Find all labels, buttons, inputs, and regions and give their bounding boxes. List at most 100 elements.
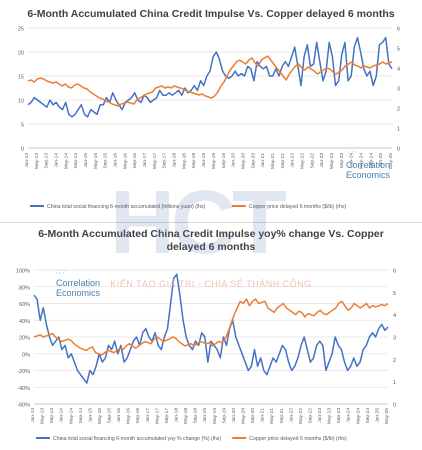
- x-tick-label: Jan-17: [145, 408, 151, 423]
- x-tick-label: Sep-17: [164, 408, 170, 424]
- x-tick-label: Sep-21: [280, 153, 286, 169]
- x-tick-label: Jan-14: [59, 408, 65, 423]
- x-tick-label: Jan-25: [378, 153, 384, 168]
- x-tick-label: May-23: [329, 153, 335, 169]
- x-tick-label: Sep-13: [49, 408, 55, 424]
- x-tick-label: May-15: [97, 408, 103, 424]
- x-tick-label: Sep-14: [73, 153, 79, 169]
- brand-dots-icon: ∴∵: [56, 269, 67, 276]
- y-left-tick-label: 5: [21, 123, 24, 129]
- y-left-tick-label: 20: [18, 51, 24, 57]
- series-line-credit-impulse: [27, 36, 393, 118]
- x-tick-label: Jan-19: [201, 153, 207, 168]
- x-tick-label: Jan-16: [113, 153, 119, 168]
- x-tick-label: Jan-22: [288, 408, 294, 423]
- y-left-tick-label: 100%: [16, 269, 30, 275]
- x-tick-label: Jan-23: [319, 153, 325, 168]
- x-tick-label: May-14: [63, 153, 69, 169]
- y-right-tick-label: 4: [393, 313, 396, 319]
- x-tick-label: May-21: [270, 153, 276, 169]
- y-right-tick-label: 6: [393, 269, 396, 275]
- x-tick-label: May-19: [211, 153, 217, 169]
- x-tick-label: Sep-19: [221, 408, 227, 424]
- x-tick-label: May-13: [34, 153, 40, 169]
- x-tick-label: Jan-22: [290, 153, 296, 168]
- chart-2-plot: -60% -40% -20% 0% 20% 40% 60% 80% 100% 0 1 2 3 4 5 6 Jan…: [16, 269, 396, 443]
- x-tick-label: Jan-23: [317, 408, 323, 423]
- x-tick-label: May-16: [122, 153, 128, 169]
- x-tick-label: May-17: [152, 153, 158, 169]
- x-tick-label: Sep-13: [44, 153, 50, 169]
- x-tick-label: May-24: [355, 408, 361, 424]
- x-tick-label: Jan-19: [202, 408, 208, 423]
- y-left-tick-label: 40%: [19, 319, 30, 325]
- series-line-copper: [27, 55, 393, 107]
- x-tick-label: May-17: [154, 408, 160, 424]
- y-right-tick-label: 0: [397, 147, 400, 153]
- y-right-tick-label: 4: [397, 67, 400, 73]
- brand-logo-2: ∴∵ Correlation Economics: [56, 268, 100, 298]
- y-right-tick-label: 1: [397, 127, 400, 133]
- x-tick-label: Sep-21: [279, 408, 285, 424]
- brand-line2: Economics: [56, 288, 101, 298]
- x-tick-label: May-22: [298, 408, 304, 424]
- x-tick-label: May-16: [126, 408, 132, 424]
- chart-1-plot: 0 5 10 15 20 25 0 1 2 3 4 5 6 Jan-13 May-13 Sep-13 Jan-1…: [18, 27, 400, 211]
- y-left-tick-label: 80%: [19, 285, 30, 291]
- x-tick-label: Jan-25: [374, 408, 380, 423]
- x-tick-label: Sep-23: [336, 408, 342, 424]
- legend-label: Copper price delayed 6 months ($/lb) (rh…: [249, 436, 347, 442]
- brand-dots-icon: ∴∵: [346, 151, 357, 158]
- y-right-tick-label: 2: [393, 358, 396, 364]
- x-tick-label: May-25: [388, 153, 394, 169]
- x-tick-label: May-24: [358, 153, 364, 169]
- x-tick-label: Jan-24: [346, 408, 352, 423]
- y-right-tick-label: 1: [393, 380, 396, 386]
- legend-label: Copper price delayed 6 months ($/lb) (rh…: [249, 204, 347, 210]
- y-left-tick-label: 0%: [22, 352, 30, 358]
- x-tick-label: Sep-20: [250, 408, 256, 424]
- y-right-tick-label: 3: [397, 87, 400, 93]
- x-tick-label: Jan-15: [87, 408, 93, 423]
- chart-panel-2: 6-Month Accumulated China Credit Impulse…: [0, 224, 422, 450]
- x-tick-label: Sep-17: [162, 153, 168, 169]
- x-tick-label: Jan-13: [24, 153, 30, 168]
- chart-panel-1: 6-Month Accumulated China Credit Impulse…: [0, 0, 422, 223]
- brand-line2: Economics: [346, 170, 391, 180]
- x-tick-label: May-23: [327, 408, 333, 424]
- x-tick-label: May-14: [68, 408, 74, 424]
- brand-line1: Correlation: [346, 160, 391, 170]
- legend-label: China total social financing 6-month acc…: [53, 436, 221, 442]
- y-left-tick-label: 15: [18, 75, 24, 81]
- y-left-tick-label: 10: [18, 99, 24, 105]
- x-tick-label: Jan-18: [174, 408, 180, 423]
- y-left-tick-label: -60%: [17, 403, 30, 409]
- legend-label: China total social financing 6-month acc…: [47, 204, 206, 210]
- x-tick-label: Sep-20: [250, 153, 256, 169]
- y-left-tick-label: 20%: [19, 336, 30, 342]
- y-right-tick-label: 3: [393, 336, 396, 342]
- x-tick-label: Sep-24: [368, 153, 374, 169]
- y-right-tick-label: 5: [393, 291, 396, 297]
- x-tick-label: Jan-17: [142, 153, 148, 168]
- x-tick-label: Sep-15: [107, 408, 113, 424]
- x-tick-label: Jan-21: [260, 408, 266, 423]
- x-tick-label: Sep-16: [135, 408, 141, 424]
- x-tick-label: Sep-23: [339, 153, 345, 169]
- x-tick-label: May-25: [384, 408, 390, 424]
- x-tick-label: Sep-18: [193, 408, 199, 424]
- chart-1-title: 6-Month Accumulated China Credit Impulse…: [27, 8, 395, 20]
- x-tick-label: May-15: [93, 153, 99, 169]
- x-tick-label: May-18: [183, 408, 189, 424]
- x-tick-label: Jan-15: [83, 153, 89, 168]
- x-tick-label: Jan-13: [30, 408, 36, 423]
- x-tick-label: May-21: [269, 408, 275, 424]
- y-left-tick-label: -20%: [17, 369, 30, 375]
- y-right-tick-label: 5: [397, 47, 400, 53]
- series-line-copper: [33, 298, 389, 356]
- y-left-tick-label: 60%: [19, 302, 30, 308]
- x-tick-label: Sep-16: [132, 153, 138, 169]
- x-tick-label: Sep-14: [78, 408, 84, 424]
- y-left-tick-label: 25: [18, 27, 24, 33]
- y-left-tick-label: 0: [21, 147, 24, 153]
